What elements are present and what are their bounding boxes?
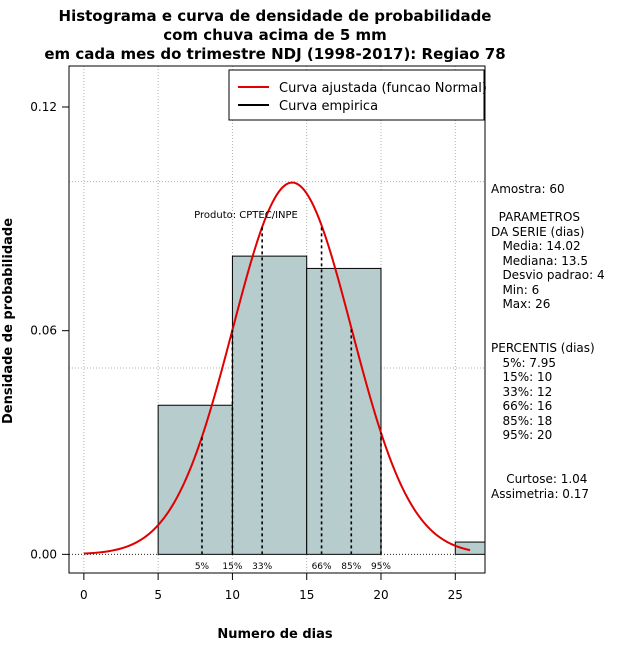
sample-size: Amostra: 60	[491, 182, 565, 196]
x-tick-label: 5	[154, 588, 162, 602]
title-line: em cada mes do trimestre NDJ (1998-2017)…	[44, 45, 505, 63]
legend-box	[228, 69, 485, 121]
percentile-label: 5%	[195, 562, 210, 572]
percentile-label: 95%	[371, 562, 391, 572]
legend: Curva ajustada (funcao Normal) Curva empi…	[228, 69, 487, 121]
series-parameters: PARAMETROS DA SERIE (dias) Media: 14.02 …	[491, 210, 605, 311]
percentile-lines: 5% 15% 33% 66% 85% 95%	[69, 225, 485, 572]
plot-border	[68, 65, 486, 574]
percentile-label: 85%	[341, 562, 361, 572]
histogram-bar	[157, 404, 233, 555]
percentile-label: 15%	[222, 562, 242, 572]
axes: 0 5 10 15 20 25 0.00 0.06 0.12	[30, 65, 486, 602]
shape-statistics: Curtose: 1.04 Assimetria: 0.17	[491, 472, 590, 501]
title-line: Histograma e curva de densidade de proba…	[59, 7, 492, 25]
x-axis-label: Numero de dias	[217, 627, 333, 642]
y-tick-label: 0.12	[30, 100, 57, 114]
y-tick-label: 0.06	[30, 324, 57, 338]
percentiles-list: PERCENTIS (dias) 5%: 7.95 15%: 10 33%: 1…	[491, 341, 595, 442]
normal-curve-line	[83, 181, 471, 555]
legend-label: Curva ajustada (funcao Normal)	[279, 81, 487, 96]
histogram-bar	[231, 255, 308, 555]
x-tick-label: 10	[225, 588, 240, 602]
y-tick-label: 0.00	[30, 547, 57, 561]
legend-label: Curva empirica	[279, 99, 378, 114]
y-axis-label: Densidade de probabilidade	[1, 218, 16, 424]
percentile-label: 66%	[312, 562, 332, 572]
normal-curve	[83, 181, 471, 555]
histogram-bars	[157, 255, 486, 555]
histogram-bar	[306, 267, 382, 555]
chart-title: Histograma e curva de densidade de proba…	[44, 7, 505, 63]
x-tick-label: 20	[373, 588, 388, 602]
x-tick-label: 15	[299, 588, 314, 602]
x-tick-label: 0	[80, 588, 88, 602]
percentile-label: 33%	[252, 562, 272, 572]
product-annotation: Produto: CPTEC/INPE	[194, 210, 298, 221]
x-tick-label: 25	[448, 588, 463, 602]
title-line: com chuva acima de 5 mm	[163, 26, 387, 44]
